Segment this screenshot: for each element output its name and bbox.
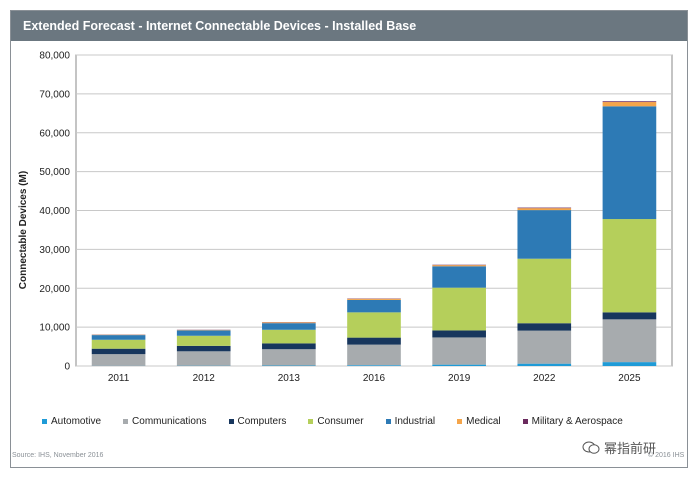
bar-segment	[432, 364, 486, 366]
legend-swatch	[123, 418, 129, 424]
bar-segment	[262, 323, 316, 330]
legend-item: Industrial	[385, 414, 436, 428]
legend-swatch	[308, 418, 314, 424]
bar-segment	[602, 101, 657, 103]
watermark: 幂指前研	[582, 438, 656, 457]
y-tick-label: 50,000	[39, 167, 70, 178]
legend-item: Computers	[228, 414, 287, 428]
bar-segment	[432, 287, 486, 331]
legend-label: Industrial	[394, 415, 436, 427]
chart-frame: Extended Forecast - Internet Connectable…	[10, 10, 688, 468]
x-tick-label: 2011	[108, 373, 130, 384]
y-tick-label: 10,000	[39, 323, 70, 334]
legend-item: Consumer	[308, 414, 364, 428]
chat-bubble-icon	[582, 441, 600, 454]
bar-segment	[602, 102, 657, 107]
bar-segment	[517, 258, 572, 324]
bar-segment	[517, 363, 572, 366]
legend-swatch	[228, 418, 234, 424]
bar-segment	[262, 349, 316, 366]
legend-swatch	[385, 418, 391, 424]
legend-label: Military & Aerospace	[531, 415, 623, 427]
y-tick-label: 40,000	[39, 206, 70, 217]
x-tick-label: 2012	[193, 373, 216, 384]
legend-label: Communications	[132, 415, 207, 427]
y-tick-label: 70,000	[39, 89, 70, 100]
bar-segment	[91, 335, 146, 340]
x-tick-label: 2013	[278, 373, 301, 384]
bar-segment	[432, 265, 486, 267]
legend-item: Automotive	[42, 414, 101, 428]
y-tick-label: 20,000	[39, 284, 70, 295]
bar-segment	[602, 106, 657, 220]
x-tick-label: 2019	[448, 373, 471, 384]
bar-segment	[91, 339, 146, 349]
bar-segment	[602, 219, 657, 313]
copyright-note: © 2016 IHS	[648, 452, 685, 459]
bar-segment	[517, 323, 572, 331]
bar-segment	[347, 337, 401, 345]
bar-segment	[347, 344, 401, 366]
bar-segment	[347, 298, 401, 300]
legend-label: Automotive	[51, 415, 102, 427]
legend-swatch	[42, 418, 47, 424]
bar-segment	[517, 210, 572, 259]
x-tick-label: 2022	[533, 373, 556, 384]
bar-segment	[432, 330, 486, 338]
bar-segment	[176, 330, 231, 336]
bar-segment	[602, 312, 657, 320]
legend-swatch	[522, 418, 528, 424]
watermark-text: 幂指前研	[604, 441, 657, 456]
bar-segment	[176, 335, 231, 346]
x-tick-label: 2016	[363, 373, 386, 384]
legend-item: Medical	[457, 414, 501, 428]
y-tick-label: 80,000	[39, 51, 70, 62]
legend-item: Military & Aerospace	[522, 414, 623, 428]
y-axis-label: Connectable Devices (M)	[18, 171, 29, 289]
bar-segment	[91, 348, 146, 355]
bar-segment	[91, 354, 146, 366]
y-tick-label: 60,000	[39, 128, 70, 139]
bar-segment	[347, 312, 401, 338]
legend-label: Consumer	[317, 415, 364, 427]
y-tick-label: 30,000	[39, 245, 70, 256]
chart-legend: Automotive Communications Computers Consume…	[42, 414, 645, 428]
legend-label: Computers	[237, 415, 287, 427]
bar-segment	[347, 365, 401, 366]
bar-segment	[432, 337, 486, 365]
bar-segment	[602, 362, 657, 366]
source-note: Source: IHS, November 2016	[12, 452, 104, 459]
bar-segment	[517, 207, 572, 209]
bar-segment	[347, 299, 401, 313]
legend-item: Communications	[123, 414, 207, 428]
legend-swatch	[457, 418, 463, 424]
bar-segment	[176, 345, 231, 352]
bar-segment	[176, 351, 231, 366]
bar-segment	[262, 322, 316, 324]
bar-segment	[602, 319, 657, 363]
bar-segment	[517, 208, 572, 211]
bar-segment	[517, 330, 572, 364]
bar-segment	[262, 329, 316, 344]
chart-title: Extended Forecast - Internet Connectable…	[11, 11, 687, 41]
bar-segment	[432, 266, 486, 288]
y-tick-label: 0	[64, 362, 70, 373]
bar-segment	[262, 343, 316, 350]
legend-label: Medical	[466, 415, 501, 427]
x-tick-label: 2025	[618, 373, 641, 384]
